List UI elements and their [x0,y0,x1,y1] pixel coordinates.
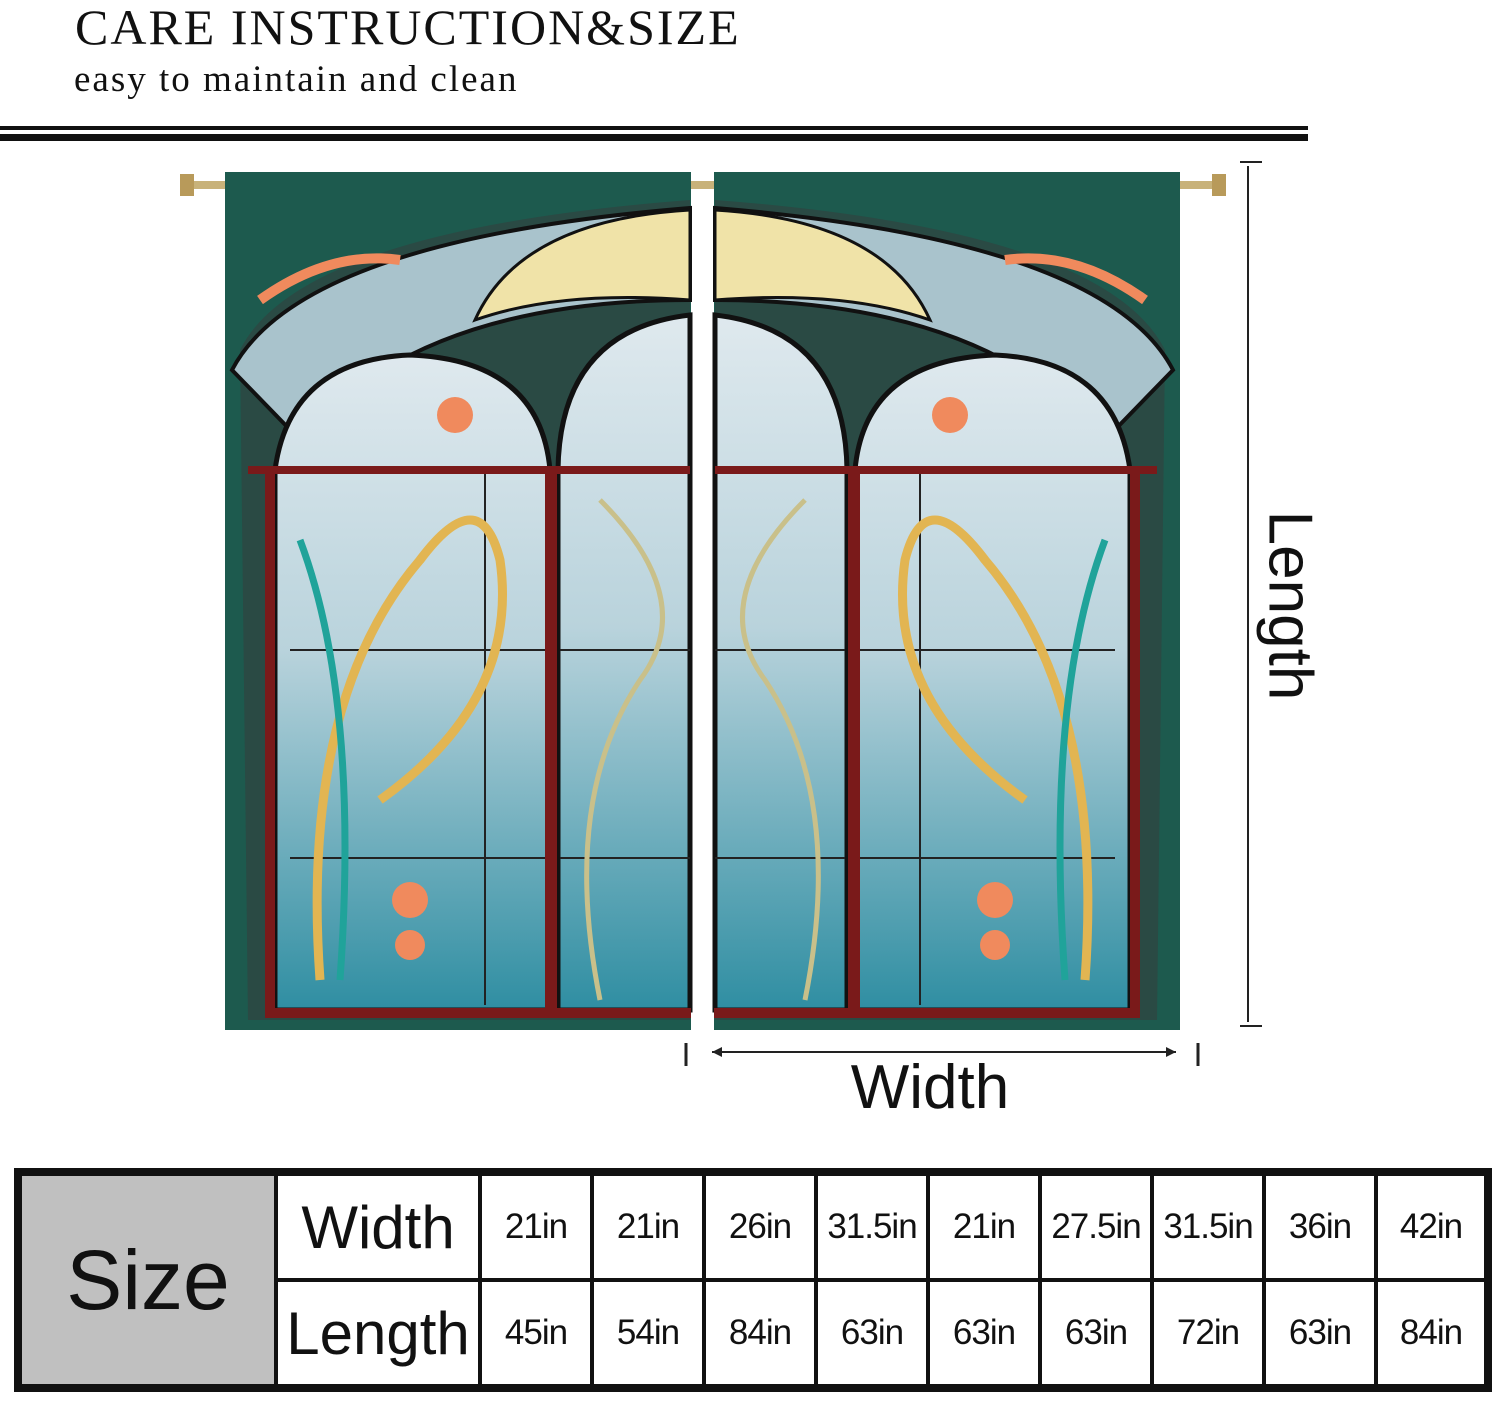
length-cell: 84in [702,1278,818,1390]
width-cell: 31.5in [814,1170,930,1282]
width-cell: 21in [478,1170,594,1282]
rod-finial-right [1212,174,1226,196]
table-row-width: Size Width 21in 21in 26in 31.5in 21in 27… [16,1170,1490,1390]
width-cell: 36in [1262,1170,1378,1282]
curtain-panel-right [714,172,1180,1030]
length-label: Length [1255,510,1325,701]
length-cell: 54in [590,1278,706,1390]
page-subtitle: easy to maintain and clean [74,59,519,100]
length-cell: 84in [1374,1278,1490,1390]
curtain-rod [182,181,1226,189]
size-table: Size Width 21in 21in 26in 31.5in 21in 27… [14,1168,1492,1392]
size-label: Size [16,1170,278,1390]
length-cell: 63in [814,1278,930,1390]
length-cell: 63in [926,1278,1042,1390]
width-cell: 27.5in [1038,1170,1154,1282]
curtain-illustration [180,161,1262,1066]
divider [0,126,1308,130]
table-row-length: Length 45in 54in 84in 63in 63in 63in 72i… [18,1278,1490,1390]
divider [0,134,1308,141]
width-label: Width [850,1053,1010,1122]
row-header-length: Length [274,1278,482,1390]
width-cell: 21in [590,1170,706,1282]
width-cell: 31.5in [1150,1170,1266,1282]
curtain-panel-left [225,172,693,1030]
width-cell: 21in [926,1170,1042,1282]
row-header-width: Width [274,1170,482,1282]
length-cell: 63in [1038,1278,1154,1390]
width-cell: 26in [702,1170,818,1282]
length-cell: 72in [1150,1278,1266,1390]
length-cell: 63in [1262,1278,1378,1390]
rod-finial-left [180,174,194,196]
page-title: CARE INSTRUCTION&SIZE [75,0,741,55]
width-cell: 42in [1374,1170,1490,1282]
length-cell: 45in [478,1278,594,1390]
